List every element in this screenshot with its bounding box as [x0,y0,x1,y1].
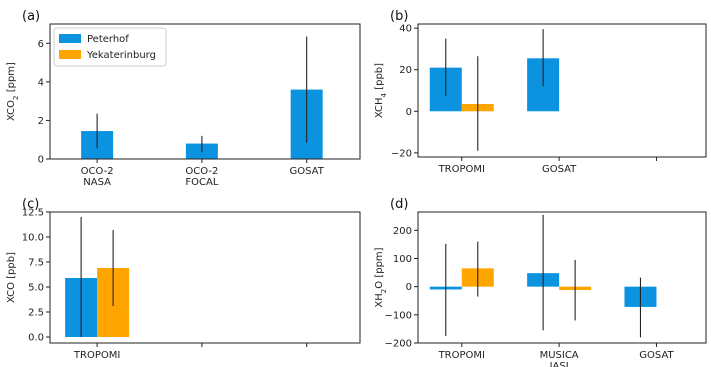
y-tick-label: 0.0 [28,333,44,344]
y-tick-label: 7.5 [28,258,44,269]
y-tick-label: −200 [385,339,412,350]
x-tick-label: TROPOMI [438,164,485,175]
y-tick-label: 5.0 [28,283,44,294]
y-tick-label: 0 [406,107,412,118]
y-tick-label: 6 [38,39,44,50]
y-tick-label: 100 [393,254,412,265]
y-tick-label: 2.5 [28,308,44,319]
y-axis-label: XCO [ppb] [6,252,17,303]
legend: Peterhof Yekaterinburg [53,27,167,67]
panel-1: (b) −20 0 20 40 TROPOMI GOSAT XCH4 [ppb] [374,9,707,175]
x-tick-label: OCO-2 [185,166,218,177]
x-tick-label: GOSAT [639,350,674,361]
y-tick-label: 4 [38,77,44,88]
axes-frame [417,211,707,344]
x-tick-label: GOSAT [290,166,325,177]
panel-label: (b) [390,9,408,24]
y-axis-label: XCH4 [ppb] [374,63,388,118]
y-tick-label: 200 [393,226,412,237]
x-tick-label: NASA [83,177,111,188]
y-axis-label: XH2O [ppm] [374,247,388,307]
x-tick-label: TROPOMI [73,350,120,361]
x-tick-label: OCO-2 [81,166,114,177]
x-tick-label: TROPOMI [438,350,485,361]
axes-frame [49,23,361,160]
x-tick-label: IASI [550,361,569,367]
y-tick-label: 2 [38,116,44,127]
legend-frame [53,27,167,67]
legend-swatch [59,34,81,43]
legend-swatch [59,50,81,59]
axes-frame [417,23,707,158]
panel-label: (c) [22,197,39,212]
y-tick-label: −100 [385,310,412,321]
panel-2: (c) 0.0 2.5 5.0 7.5 10.0 12.5 TROPOMI XCO [ppb] [6,197,361,361]
y-tick-label: 0 [38,155,44,166]
y-axis-label: XCO2 [ppm] [6,62,20,121]
legend-label: Peterhof [87,34,129,45]
x-tick-label: FOCAL [185,177,218,188]
x-tick-label: GOSAT [542,164,577,175]
y-tick-label: 10.0 [22,233,44,244]
panel-label: (a) [22,9,40,24]
y-tick-label: 12.5 [22,208,44,219]
y-tick-label: −20 [391,148,412,159]
y-tick-label: 40 [399,24,412,35]
legend-label: Yekaterinburg [86,50,156,61]
y-tick-label: 0 [406,282,412,293]
y-tick-label: 20 [399,65,412,76]
axes-frame [49,211,361,344]
panel-label: (d) [390,197,408,212]
x-tick-label: MUSICA [540,350,579,361]
